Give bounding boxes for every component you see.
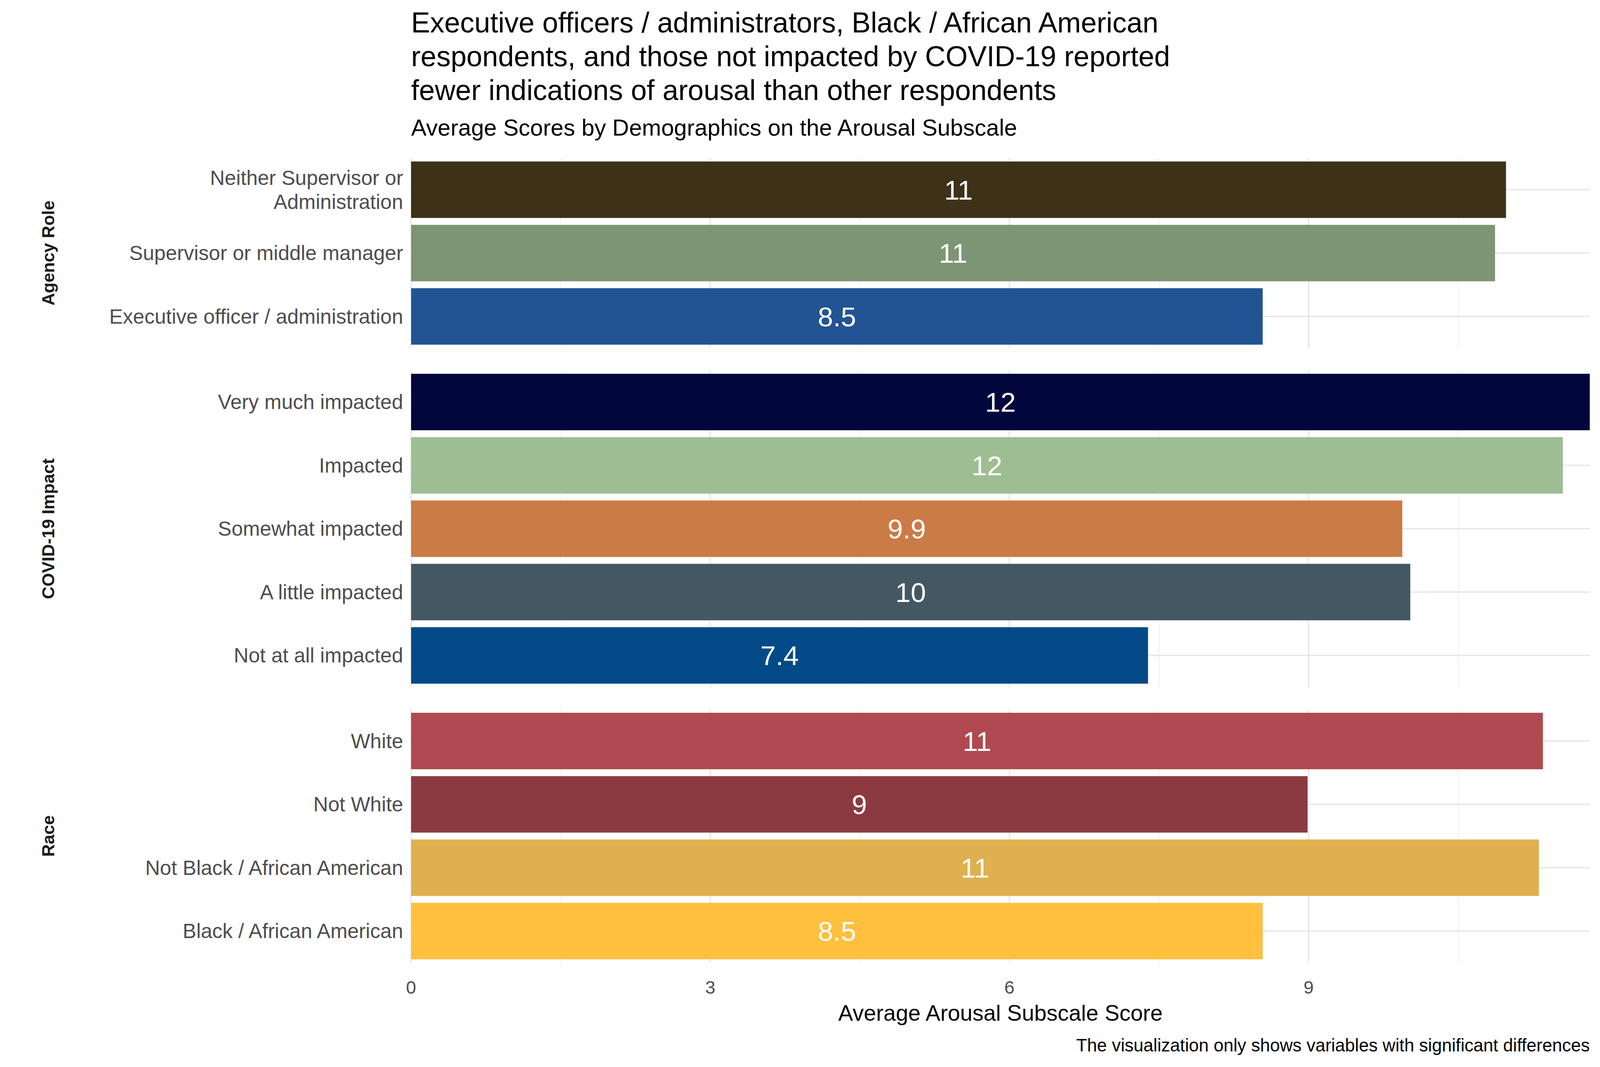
bar — [411, 373, 1590, 431]
data-label: 11 — [960, 852, 990, 884]
text-line: White — [350, 729, 404, 753]
tick-label: 3 — [705, 976, 716, 998]
text-line: Not at all impacted — [233, 643, 404, 667]
text-line: Very much impacted — [217, 390, 404, 414]
background — [0, 0, 1600, 1067]
data-label: 11 — [938, 237, 968, 269]
category-label: A little impacted — [260, 580, 404, 604]
data-label: 11 — [944, 174, 973, 206]
data-label: 9.9 — [887, 513, 926, 544]
category-label: Somewhat impacted — [217, 516, 404, 540]
text-line: Impacted — [319, 453, 404, 477]
category-label: Very much impacted — [217, 390, 404, 414]
grid — [411, 158, 1590, 963]
data-label: 8.5 — [817, 915, 856, 947]
bar — [411, 902, 1263, 960]
text-line: Executive officers / administrators, Bla… — [411, 6, 1159, 39]
text-line: Administration — [273, 190, 404, 214]
bar — [411, 500, 1403, 557]
bar — [411, 776, 1308, 833]
bar — [411, 161, 1507, 218]
category-label: Impacted — [319, 453, 404, 477]
text-line: Not White — [313, 792, 404, 816]
category-label: Not White — [313, 792, 404, 816]
text-line: Somewhat impacted — [217, 516, 404, 540]
category-label: Not Black / African American — [145, 856, 404, 880]
bars — [411, 161, 1590, 960]
text-line: fewer indications of arousal than other … — [411, 74, 1057, 107]
text-line: Average Scores by Demographics on the Ar… — [411, 114, 1017, 141]
text-line: Executive officer / administration — [109, 304, 404, 328]
category-label: Executive officer / administration — [109, 304, 404, 328]
facet-label: COVID-19 Impact — [38, 458, 58, 599]
data-label: 9 — [851, 788, 867, 820]
bar — [411, 436, 1563, 494]
data-label: 8.5 — [817, 301, 856, 332]
category-label: Black / African American — [182, 919, 404, 943]
data-label: 11 — [962, 725, 992, 757]
bar — [411, 839, 1540, 896]
data-label: 12 — [985, 386, 1016, 418]
caption: The visualization only shows variables w… — [1076, 1035, 1590, 1055]
axis-title: Average Arousal Subscale Score — [838, 1000, 1163, 1026]
data-label: 10 — [895, 576, 927, 608]
data-label: 12 — [971, 450, 1003, 481]
chart: Executive officers / administrators, Bla… — [0, 0, 1600, 1067]
bar — [411, 224, 1496, 282]
category-label: Not at all impacted — [233, 643, 404, 667]
tick-label: 9 — [1303, 976, 1314, 998]
category-label: White — [350, 729, 404, 753]
text-line: Not Black / African American — [145, 856, 404, 880]
data-label: 7.4 — [760, 640, 799, 671]
text-line: A little impacted — [260, 580, 404, 604]
text-line: Black / African American — [182, 919, 404, 943]
text-line: respondents, and those not impacted by C… — [411, 40, 1171, 73]
bar — [411, 288, 1263, 345]
tick-label: 6 — [1004, 976, 1015, 998]
bar — [411, 627, 1148, 684]
text-line: Supervisor or middle manager — [129, 241, 404, 265]
tick-label: 0 — [406, 976, 417, 998]
text-line: Neither Supervisor or — [209, 166, 404, 190]
subtitle: Average Scores by Demographics on the Ar… — [411, 114, 1017, 141]
category-label: Neither Supervisor orAdministration — [209, 166, 404, 214]
facet-label: Agency Role — [38, 200, 58, 306]
title: Executive officers / administrators, Bla… — [411, 6, 1171, 107]
facet-label: Race — [38, 815, 58, 857]
bar — [411, 712, 1544, 769]
bar — [411, 563, 1411, 620]
labels: Neither Supervisor orAdministration 11 Sup… — [38, 166, 1590, 1055]
category-label: Supervisor or middle manager — [129, 241, 404, 265]
